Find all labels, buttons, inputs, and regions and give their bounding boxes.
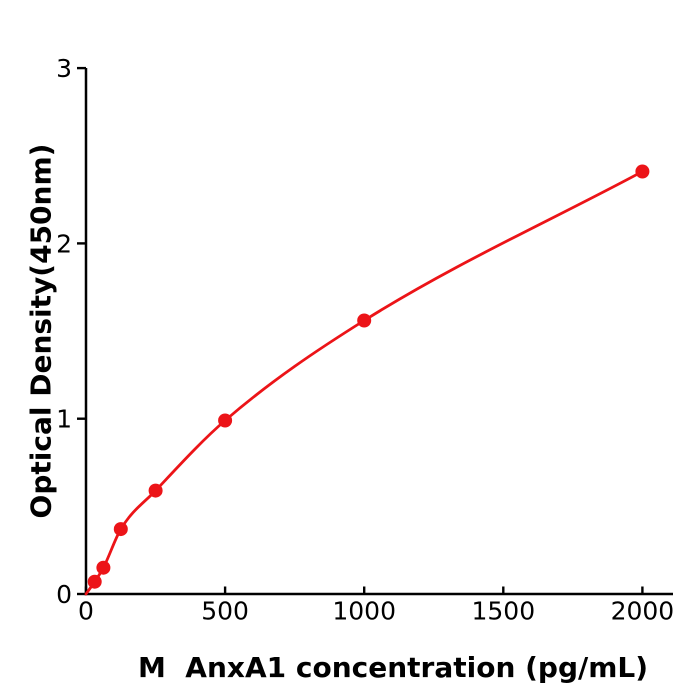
x-axis-title: M AnxA1 concentration (pg/mL) bbox=[137, 651, 649, 684]
x-tick-label: 0 bbox=[78, 597, 94, 626]
data-point bbox=[635, 164, 650, 179]
x-tick-label: 1500 bbox=[471, 597, 535, 626]
plot-area: 0 500 1000 1500 2000 0 1 2 3 bbox=[56, 54, 674, 625]
data-point bbox=[113, 522, 128, 537]
y-tick-label: 1 bbox=[56, 405, 72, 434]
fit-curve bbox=[84, 170, 644, 596]
data-point bbox=[148, 483, 163, 498]
y-tick-label: 2 bbox=[56, 229, 72, 258]
y-tick-label: 0 bbox=[56, 580, 72, 609]
data-point bbox=[87, 574, 102, 589]
x-tick-label: 2000 bbox=[611, 597, 675, 626]
y-axis-title: Optical Density(450nm) bbox=[24, 143, 58, 519]
data-point bbox=[218, 413, 233, 428]
x-tick-label: 500 bbox=[201, 597, 249, 626]
x-tick-label: 1000 bbox=[332, 597, 396, 626]
data-point bbox=[96, 560, 111, 575]
data-point bbox=[357, 313, 372, 328]
y-tick-label: 3 bbox=[56, 54, 72, 83]
